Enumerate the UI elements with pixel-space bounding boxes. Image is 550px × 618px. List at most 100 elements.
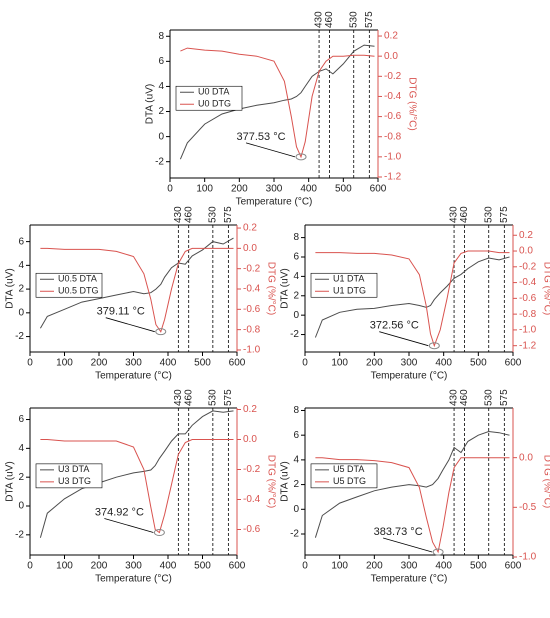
reference-label: 530 [348, 11, 359, 28]
x-tick-label: 100 [331, 358, 348, 369]
x-tick-label: 300 [266, 184, 283, 195]
y2-tick-label: -0.4 [519, 277, 537, 288]
annotation: 379.11 °C [97, 306, 145, 318]
legend-label: U0.5 DTA [58, 274, 97, 284]
x-tick-label: 600 [370, 184, 387, 195]
y2-tick-label: 0.0 [243, 243, 257, 254]
annotation-arrow [383, 537, 433, 553]
x-tick-label: 600 [505, 561, 522, 572]
y2-tick-label: -0.2 [243, 263, 261, 274]
data-line [39, 237, 234, 329]
y-axis-label: DTA (uV) [145, 84, 156, 124]
reference-label: 575 [499, 389, 510, 406]
y-tick-label: 6 [18, 236, 24, 247]
reference-label: 575 [364, 11, 375, 28]
x-tick-label: 600 [229, 358, 246, 369]
x-tick-label: 200 [91, 358, 108, 369]
y2-axis-label: DTG (%/°C) [265, 262, 276, 315]
y-tick-label: 0 [18, 501, 24, 512]
x-tick-label: 500 [194, 358, 211, 369]
x-tick-label: 300 [125, 561, 142, 572]
y-tick-label: 2 [18, 284, 24, 295]
reference-label: 430 [173, 389, 184, 406]
x-tick-label: 400 [160, 358, 177, 369]
chart: 0 100 200 300 400 500 600 -2 0 2 4 6 0.2 0.0 -0.2 -0.4 -… [5, 389, 277, 585]
x-axis-label: Temperature (°C) [371, 574, 448, 585]
y-tick-label: 2 [18, 472, 24, 483]
y-tick-label: 0 [158, 131, 164, 142]
reference-label: 460 [459, 389, 470, 406]
y-tick-label: 2 [293, 479, 299, 490]
peak-marker [428, 342, 440, 350]
y-tick-label: 6 [293, 252, 299, 263]
legend-label: U0 DTA [198, 87, 229, 97]
y2-axis-label: DTG (%/°C) [265, 455, 276, 508]
x-tick-label: 200 [366, 358, 383, 369]
x-tick-label: 300 [125, 358, 142, 369]
reference-label: 460 [183, 206, 194, 223]
y2-tick-label: -0.6 [384, 111, 402, 122]
annotation: 377.53 °C [237, 131, 286, 143]
y2-axis-label: DTG (%/°C) [406, 77, 417, 130]
y2-tick-label: -1.2 [384, 172, 402, 183]
annotation: 372.56 °C [370, 320, 419, 332]
x-tick-label: 300 [401, 358, 418, 369]
annotation-arrow [104, 518, 154, 533]
x-tick-label: 500 [194, 561, 211, 572]
x-tick-label: 0 [167, 184, 173, 195]
peak-marker [295, 153, 307, 161]
reference-label: 530 [207, 206, 218, 223]
y-tick-label: 0 [293, 310, 299, 321]
legend-label: U5 DTA [333, 464, 364, 474]
x-tick-label: 500 [470, 561, 487, 572]
y2-tick-label: -0.6 [519, 293, 537, 304]
y-tick-label: 8 [293, 405, 299, 416]
y-tick-label: 6 [18, 414, 24, 425]
y2-axis-label: DTG (%/°C) [541, 262, 550, 315]
legend-box [175, 85, 243, 111]
y2-tick-label: -0.8 [519, 309, 537, 320]
legend-label: U3 DTG [58, 476, 91, 486]
x-axis-label: Temperature (°C) [95, 371, 172, 382]
y-tick-label: 2 [293, 290, 299, 301]
x-tick-label: 100 [56, 358, 73, 369]
y2-tick-label: -0.5 [519, 502, 537, 513]
x-tick-label: 200 [91, 561, 108, 572]
legend-label: U3 DTA [58, 464, 89, 474]
data-line [315, 457, 510, 554]
y2-tick-label: -0.6 [243, 304, 261, 315]
chart: 0 100 200 300 400 500 600 -2 0 2 4 6 8 0.2 0.0 -0.2 -0.4… [280, 206, 550, 382]
y-tick-label: 8 [158, 31, 164, 42]
x-tick-label: 100 [331, 561, 348, 572]
x-tick-label: 600 [229, 561, 246, 572]
x-tick-label: 200 [231, 184, 248, 195]
y2-tick-label: -0.8 [243, 324, 261, 335]
legend-label: U1 DTG [333, 286, 366, 296]
y-tick-label: -2 [290, 329, 299, 340]
x-tick-label: 0 [302, 358, 308, 369]
x-tick-label: 100 [56, 561, 73, 572]
peak-marker [153, 529, 165, 536]
y-tick-label: 4 [18, 443, 24, 454]
y-tick-label: 8 [293, 232, 299, 243]
legend-label: U5 DTG [333, 476, 366, 486]
y2-tick-label: 0.2 [519, 230, 533, 241]
y2-tick-label: -1.0 [519, 552, 537, 563]
x-tick-label: 500 [470, 358, 487, 369]
annotation-arrow [379, 331, 429, 347]
y2-tick-label: -1.0 [384, 151, 402, 162]
x-tick-label: 400 [300, 184, 317, 195]
legend-box [310, 463, 378, 489]
x-tick-label: 400 [160, 561, 177, 572]
x-axis-label: Temperature (°C) [95, 574, 172, 585]
data-line [314, 430, 510, 538]
y2-tick-label: 0.0 [519, 452, 533, 463]
y-tick-label: 6 [293, 430, 299, 441]
annotation: 374.92 °C [95, 506, 144, 518]
y2-tick-label: 0.2 [384, 31, 398, 42]
reference-label: 430 [173, 206, 184, 223]
x-tick-label: 0 [27, 358, 33, 369]
x-tick-label: 400 [435, 358, 452, 369]
annotation-arrow [245, 142, 296, 158]
